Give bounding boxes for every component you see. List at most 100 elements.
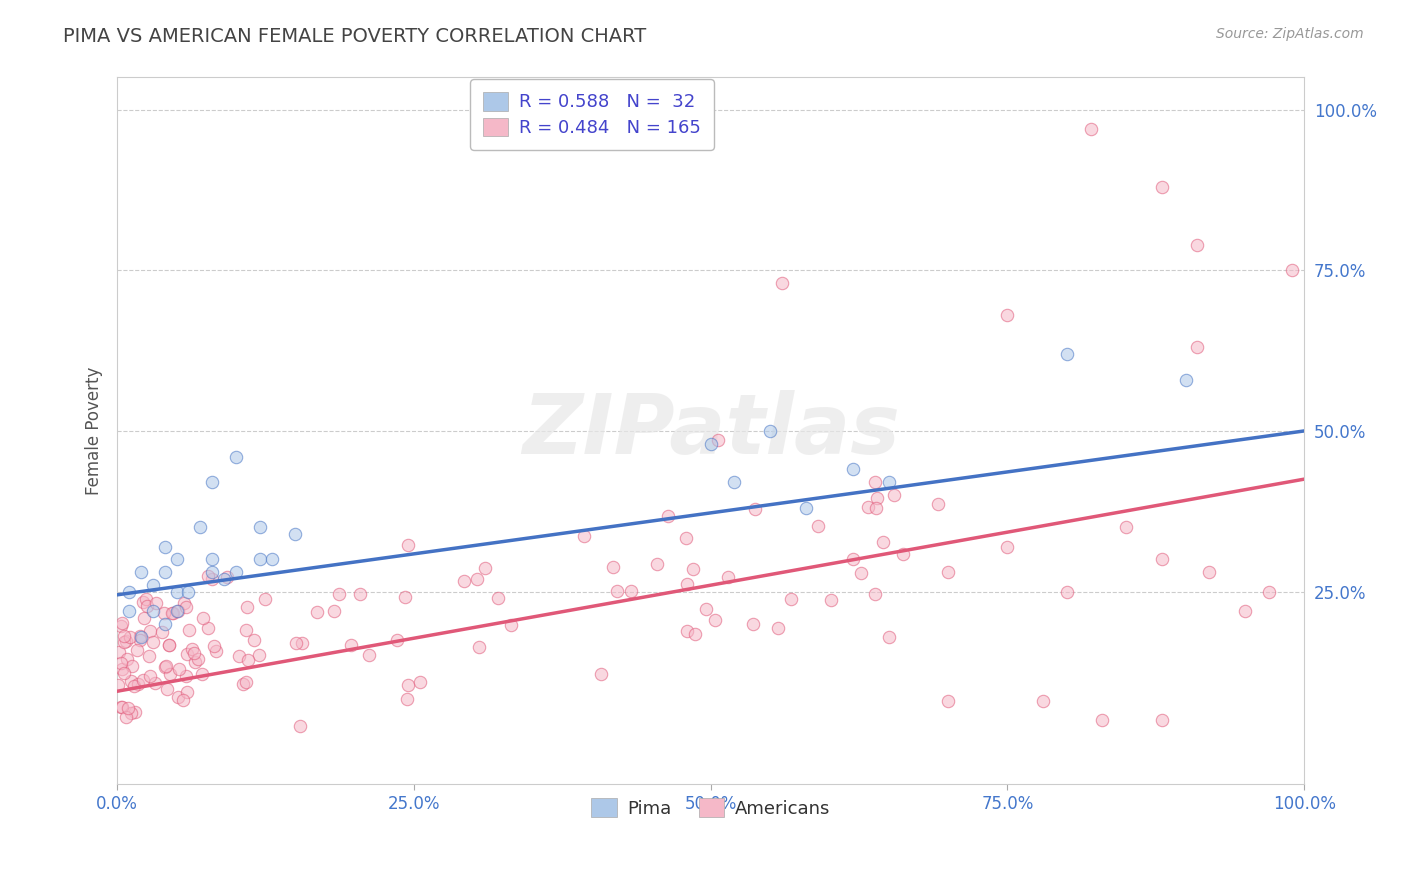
Point bbox=[675, 531, 697, 545]
Point bbox=[201, 475, 224, 490]
Point bbox=[132, 595, 155, 609]
Point bbox=[174, 599, 197, 614]
Point bbox=[153, 540, 176, 554]
Point bbox=[128, 629, 150, 643]
Point bbox=[1187, 237, 1209, 252]
Point bbox=[1233, 604, 1256, 618]
Point bbox=[142, 578, 165, 592]
Point bbox=[849, 566, 872, 580]
Point bbox=[396, 538, 419, 552]
Point bbox=[107, 678, 129, 692]
Point bbox=[157, 638, 180, 652]
Point bbox=[150, 624, 173, 639]
Point bbox=[135, 592, 157, 607]
Point bbox=[574, 529, 596, 543]
Point bbox=[742, 616, 765, 631]
Point bbox=[145, 596, 167, 610]
Point bbox=[153, 606, 176, 620]
Point bbox=[744, 502, 766, 516]
Point bbox=[676, 624, 699, 638]
Point bbox=[877, 630, 900, 644]
Point bbox=[657, 508, 679, 523]
Point bbox=[807, 519, 830, 533]
Point bbox=[162, 606, 184, 620]
Point bbox=[997, 308, 1019, 322]
Point bbox=[118, 604, 141, 618]
Point bbox=[107, 645, 129, 659]
Point bbox=[132, 611, 155, 625]
Point bbox=[866, 491, 889, 505]
Point bbox=[167, 690, 190, 705]
Point bbox=[166, 605, 188, 619]
Point bbox=[1056, 347, 1078, 361]
Point bbox=[305, 606, 328, 620]
Point bbox=[396, 678, 419, 692]
Legend: Pima, Americans: Pima, Americans bbox=[583, 791, 838, 825]
Point bbox=[842, 552, 865, 566]
Point bbox=[166, 552, 188, 566]
Point bbox=[127, 677, 149, 691]
Point bbox=[117, 652, 139, 666]
Point bbox=[486, 591, 509, 606]
Point bbox=[142, 635, 165, 649]
Point bbox=[225, 566, 247, 580]
Point bbox=[177, 623, 200, 637]
Point bbox=[695, 602, 717, 616]
Point bbox=[188, 520, 211, 534]
Point bbox=[340, 638, 363, 652]
Point bbox=[205, 643, 228, 657]
Point bbox=[235, 624, 257, 638]
Point bbox=[183, 646, 205, 660]
Point bbox=[117, 701, 139, 715]
Point bbox=[284, 526, 307, 541]
Point bbox=[606, 584, 628, 599]
Point bbox=[129, 633, 152, 648]
Point bbox=[872, 535, 894, 549]
Point bbox=[236, 599, 259, 614]
Point bbox=[212, 572, 235, 586]
Point bbox=[1080, 121, 1102, 136]
Point bbox=[201, 566, 224, 580]
Point bbox=[453, 574, 475, 588]
Point bbox=[120, 706, 142, 721]
Point bbox=[820, 593, 842, 607]
Point bbox=[936, 694, 959, 708]
Point bbox=[110, 619, 132, 633]
Point bbox=[1257, 584, 1279, 599]
Point bbox=[156, 681, 179, 696]
Text: ZIPatlas: ZIPatlas bbox=[522, 391, 900, 472]
Point bbox=[118, 584, 141, 599]
Point bbox=[474, 560, 496, 574]
Text: PIMA VS AMERICAN FEMALE POVERTY CORRELATION CHART: PIMA VS AMERICAN FEMALE POVERTY CORRELAT… bbox=[63, 27, 647, 45]
Point bbox=[187, 652, 209, 666]
Point bbox=[620, 584, 643, 599]
Point bbox=[260, 552, 283, 566]
Point bbox=[153, 616, 176, 631]
Point bbox=[139, 624, 162, 639]
Point bbox=[142, 604, 165, 618]
Point bbox=[169, 662, 191, 676]
Point bbox=[129, 566, 152, 580]
Point bbox=[112, 666, 135, 681]
Point bbox=[284, 636, 307, 650]
Point bbox=[197, 621, 219, 635]
Point bbox=[145, 676, 167, 690]
Point bbox=[759, 424, 782, 438]
Point bbox=[110, 700, 132, 714]
Point bbox=[225, 450, 247, 464]
Point bbox=[201, 552, 224, 566]
Point bbox=[1187, 340, 1209, 354]
Point bbox=[602, 560, 624, 574]
Point bbox=[202, 639, 225, 653]
Point bbox=[1115, 520, 1137, 534]
Point bbox=[468, 640, 491, 654]
Point bbox=[357, 648, 380, 663]
Point bbox=[110, 656, 132, 670]
Point bbox=[115, 633, 138, 648]
Point bbox=[191, 667, 214, 681]
Point bbox=[138, 648, 160, 663]
Point bbox=[501, 617, 523, 632]
Point bbox=[118, 630, 141, 644]
Point bbox=[121, 659, 143, 673]
Point bbox=[883, 488, 905, 502]
